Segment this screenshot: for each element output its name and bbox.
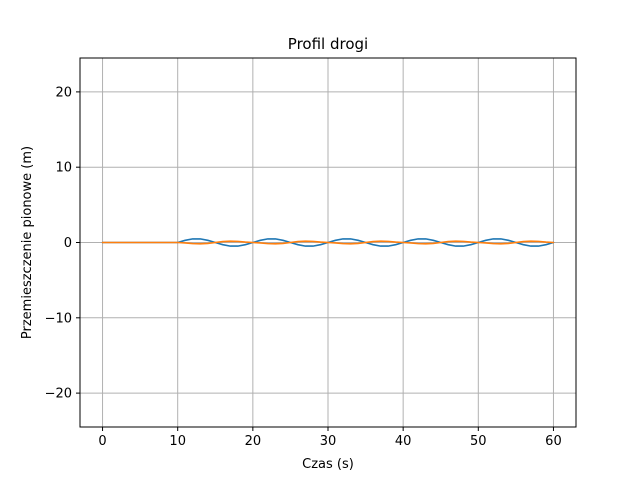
x-tick-label: 60 (545, 434, 562, 449)
x-tick-label: 50 (470, 434, 487, 449)
y-tick-label: −20 (45, 387, 72, 402)
y-tick-label: 0 (64, 236, 72, 251)
y-tick-label: 20 (55, 85, 72, 100)
series-layer (101, 238, 555, 247)
x-tick-label: 40 (395, 434, 412, 449)
chart-title: Profil drogi (288, 35, 368, 53)
x-axis-title: Czas (s) (302, 457, 354, 472)
x-tick-label: 30 (320, 434, 337, 449)
series-line-2 (101, 240, 555, 245)
series-line-1 (101, 238, 555, 247)
y-tick-label: 10 (55, 161, 72, 176)
x-tick-label: 20 (245, 434, 262, 449)
y-tick-label: −10 (45, 311, 72, 326)
y-axis-title: Przemieszczenie pionowe (m) (20, 146, 35, 339)
ticks: 0 10 20 30 40 50 60 −20 −10 0 10 20 (45, 85, 562, 449)
x-tick-label: 0 (98, 434, 106, 449)
x-tick-label: 10 (169, 434, 186, 449)
